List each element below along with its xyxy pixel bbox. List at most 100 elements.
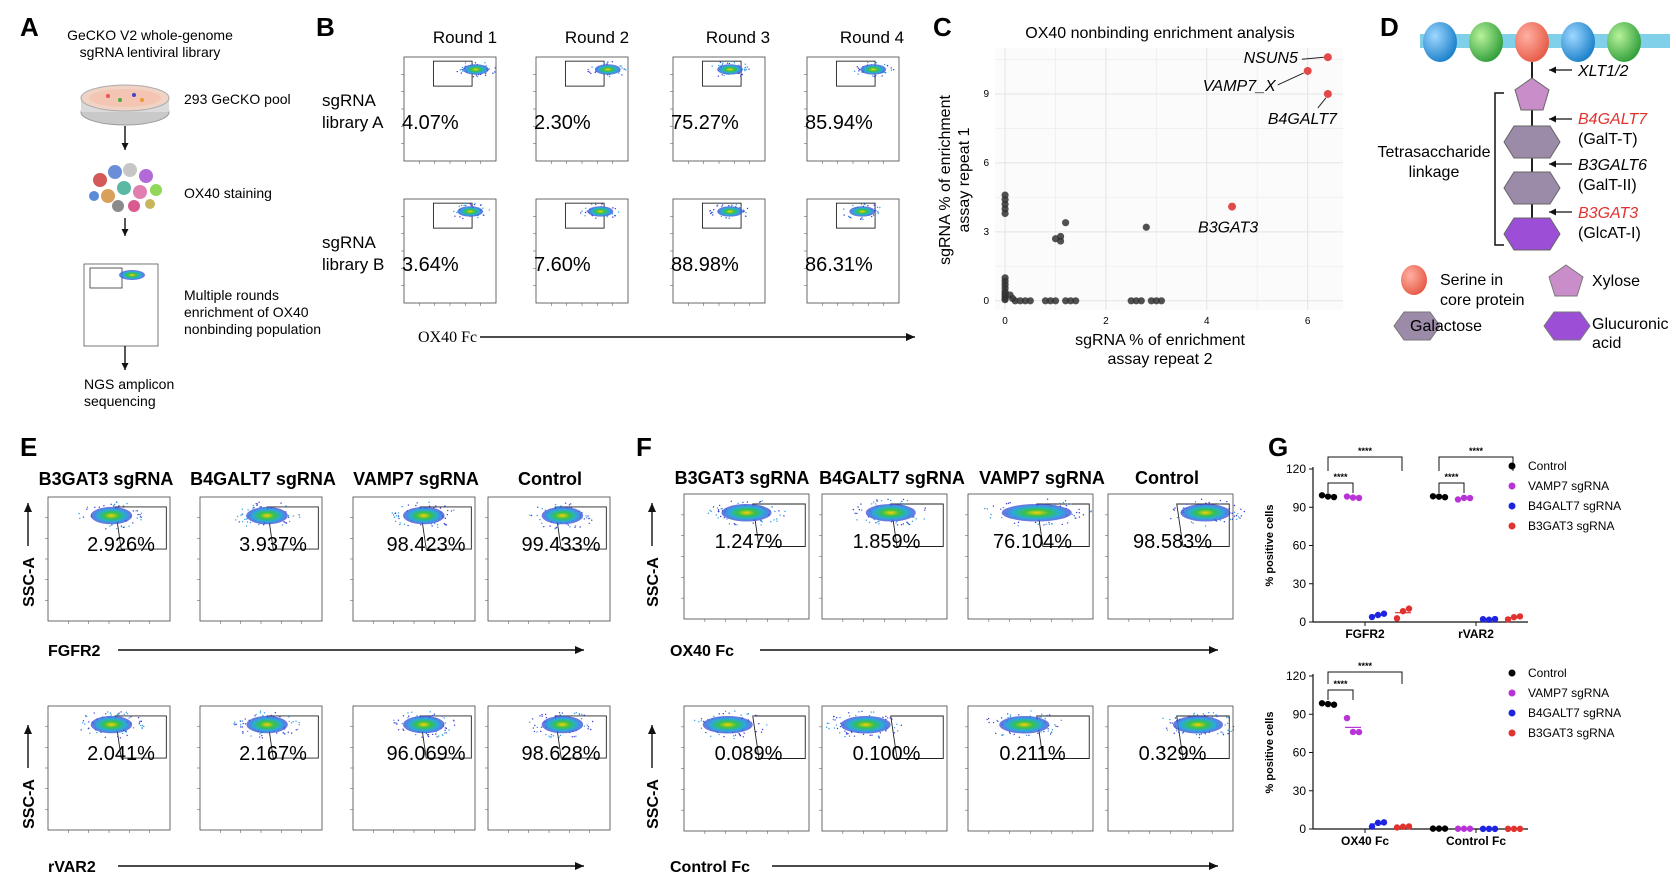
flow-event — [238, 521, 241, 523]
flow-event — [603, 62, 606, 64]
f-col-4: Control — [1135, 468, 1199, 488]
flow-event — [579, 526, 581, 528]
c-point — [1011, 297, 1019, 305]
flow-event — [431, 525, 433, 527]
library-a-line2: library A — [322, 113, 384, 132]
e-col-3: VAMP7 sgRNA — [353, 469, 479, 489]
flow-gate — [554, 506, 607, 550]
b-flow-plot — [533, 56, 629, 164]
flow-event — [835, 724, 838, 726]
flow-event — [1065, 504, 1068, 507]
flow-event — [1200, 498, 1203, 501]
flow-event — [262, 714, 264, 717]
flow-event — [88, 721, 90, 723]
cell-cluster-icon — [89, 163, 162, 212]
flow-event — [719, 61, 722, 64]
flow-event — [590, 728, 592, 731]
flow-event — [717, 509, 720, 511]
g-legend-swatch — [1508, 729, 1516, 737]
enrich-line3: nonbinding population — [184, 321, 321, 337]
flow-event — [902, 498, 905, 501]
flow-event — [852, 204, 854, 207]
flow-event — [484, 74, 487, 76]
flow-event — [1237, 513, 1239, 515]
flow-event — [541, 715, 543, 717]
g-dot — [1454, 825, 1462, 832]
round-4-label: Round 4 — [840, 28, 904, 47]
flow-event — [1225, 716, 1228, 718]
flow-event — [395, 515, 398, 517]
flow-event — [771, 506, 773, 508]
flow-event — [850, 217, 852, 219]
g-legend-label: B3GAT3 sgRNA — [1528, 726, 1614, 740]
g-significance-stars: **** — [1358, 661, 1373, 671]
flow-event — [1231, 512, 1233, 515]
flow-event — [856, 512, 858, 515]
flow-event — [1075, 517, 1077, 519]
flow-event — [298, 724, 300, 726]
flow-event — [607, 61, 609, 63]
flow-event — [539, 518, 541, 521]
linkage-line1: Tetrasaccharide — [1378, 144, 1491, 161]
flow-event — [532, 727, 535, 729]
flow-event — [463, 202, 466, 205]
flow-event — [878, 523, 880, 525]
flow-event — [608, 75, 611, 78]
flow-event — [252, 504, 255, 507]
flow-event — [892, 68, 895, 71]
flow-event — [534, 724, 536, 727]
flow-event — [132, 522, 134, 524]
flow-event — [441, 715, 443, 717]
flow-event — [235, 723, 238, 725]
flow-event — [828, 728, 830, 730]
flow-event — [1078, 508, 1080, 511]
flow-event — [259, 712, 262, 714]
g-ylabel: % positive cells — [1264, 712, 1276, 794]
flow-event — [295, 729, 297, 731]
flow-event — [94, 506, 96, 509]
flow-event — [1013, 733, 1015, 736]
flow-event — [1009, 501, 1011, 504]
flow-event — [462, 70, 464, 72]
flow-event — [834, 719, 836, 721]
flow-event — [1193, 714, 1195, 716]
g-dot — [1330, 701, 1338, 708]
g-dot — [1343, 493, 1351, 500]
flow-event — [581, 713, 583, 715]
flow-event — [776, 518, 778, 520]
flow-event — [587, 70, 589, 73]
panel-b: Round 1 Round 2 Round 3 Round 4 sgRNA li… — [322, 28, 915, 346]
f-col-3: VAMP7 sgRNA — [979, 468, 1105, 488]
flow-event — [743, 68, 746, 71]
flow-event — [732, 735, 735, 737]
flow-event — [138, 721, 141, 724]
flow-event — [1220, 731, 1222, 733]
flow-event — [992, 505, 995, 507]
flow-event — [1208, 502, 1211, 505]
e-gate-percent: 98.423% — [387, 534, 466, 556]
c-x-tick: 6 — [1305, 316, 1311, 327]
flow-event — [744, 69, 746, 72]
g-dot — [1516, 825, 1524, 833]
flow-event — [723, 517, 725, 519]
flow-event — [1240, 508, 1242, 510]
g-dot — [1479, 615, 1487, 623]
flow-event — [717, 517, 719, 519]
flow-event — [1175, 730, 1178, 732]
panel-letter-g: G — [1268, 432, 1288, 462]
flow-event — [1009, 716, 1012, 718]
flow-event — [1017, 521, 1020, 524]
flow-event — [1174, 507, 1176, 509]
flow-event — [721, 205, 723, 208]
flow-event — [1227, 732, 1229, 735]
f-col-1: B3GAT3 sgRNA — [675, 468, 810, 488]
flow-event — [1056, 725, 1059, 728]
flow-event — [479, 204, 482, 206]
b3galt6-gene: B3GALT6 — [1578, 157, 1647, 174]
c-point — [1021, 297, 1029, 305]
flow-event — [453, 509, 455, 511]
b3galt6-protein: (GalT-II) — [1578, 177, 1637, 194]
flow-event — [859, 218, 862, 220]
flow-event — [477, 216, 479, 219]
c-point — [1142, 223, 1150, 231]
